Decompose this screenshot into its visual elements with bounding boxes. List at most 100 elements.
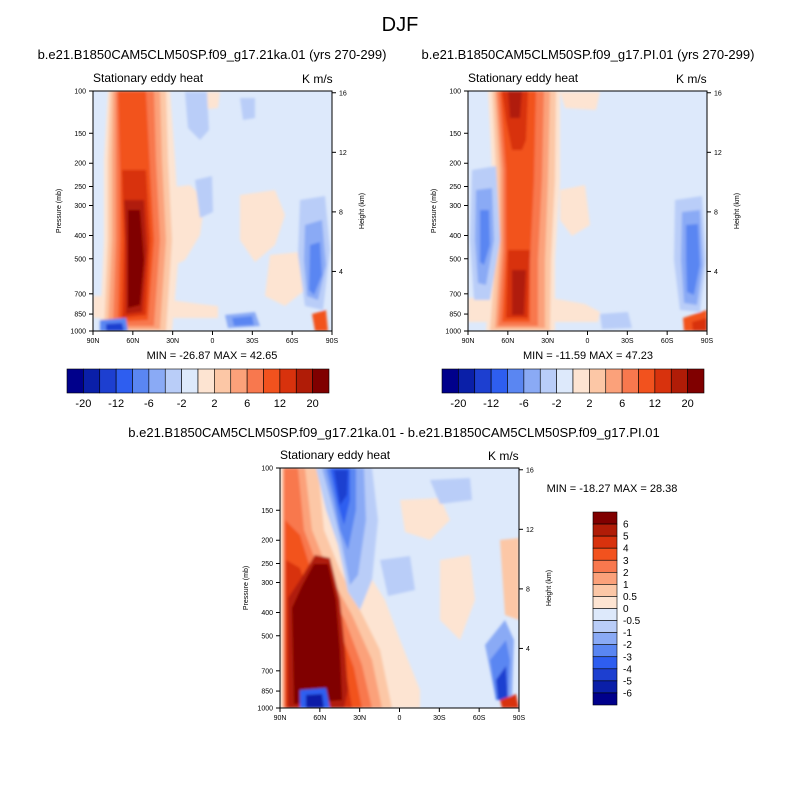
- colorbar-label: 12: [649, 398, 661, 410]
- y-tick-label: 250: [261, 561, 273, 568]
- y-tick-label: 700: [261, 668, 273, 675]
- panel-left-label: Stationary eddy heat: [93, 71, 204, 85]
- colorbar-label: -2: [177, 398, 187, 410]
- y2-axis-label: Height (km): [546, 570, 553, 606]
- y-tick-label: 150: [74, 131, 86, 138]
- y2-tick-label: 8: [714, 209, 718, 216]
- y-tick-label: 250: [449, 184, 461, 191]
- y-tick-label: 1000: [70, 329, 86, 336]
- y2-tick-label: 12: [714, 150, 722, 157]
- colorbar-box: [115, 368, 133, 394]
- x-tick-label: 30N: [166, 338, 179, 345]
- x-tick-label: 60N: [313, 715, 326, 722]
- colorbar-box: [687, 368, 705, 394]
- colorbar-label: -6: [519, 398, 529, 410]
- panel-1: b.e21.B1850CAM5CLM50SP.f09_g17.21ka.01 (…: [38, 47, 387, 410]
- colorbar-label: -3: [623, 652, 632, 663]
- y2-tick-label: 16: [526, 467, 534, 474]
- colorbar-box: [83, 368, 101, 394]
- colorbar-box: [246, 368, 264, 394]
- contour-field: [280, 468, 519, 708]
- y-tick-label: 200: [261, 538, 273, 545]
- colorbar-box: [230, 368, 248, 394]
- colorbar-label: -20: [75, 398, 91, 410]
- colorbar-label: 2: [586, 398, 592, 410]
- colorbar-label: -12: [483, 398, 499, 410]
- y2-tick-label: 4: [526, 646, 530, 653]
- colorbar-box: [592, 680, 618, 694]
- y2-tick-label: 16: [714, 90, 722, 97]
- y2-tick-label: 4: [339, 269, 343, 276]
- colorbar-box: [164, 368, 182, 394]
- colorbar-box: [312, 368, 330, 394]
- colorbar-box: [474, 368, 492, 394]
- panel-title: b.e21.B1850CAM5CLM50SP.f09_g17.PI.01 (yr…: [422, 47, 755, 62]
- colorbar-label: -5: [623, 676, 632, 687]
- y2-axis-label: Height (km): [359, 193, 366, 229]
- colorbar-label: 2: [211, 398, 217, 410]
- contour-field: [93, 91, 332, 331]
- min-max-readout: MIN = -18.27 MAX = 28.38: [547, 483, 678, 495]
- y-tick-label: 300: [449, 203, 461, 210]
- panel-2: b.e21.B1850CAM5CLM50SP.f09_g17.PI.01 (yr…: [422, 47, 755, 410]
- colorbar-box: [99, 368, 117, 394]
- y2-tick-label: 12: [526, 527, 534, 534]
- x-tick-label: 0: [398, 715, 402, 722]
- colorbar-label: 6: [619, 398, 625, 410]
- panel-3: b.e21.B1850CAM5CLM50SP.f09_g17.21ka.01 -…: [128, 425, 677, 722]
- x-tick-label: 90N: [87, 338, 100, 345]
- colorbar-label: -1: [623, 628, 632, 639]
- x-tick-label: 0: [211, 338, 215, 345]
- colorbar-box: [621, 368, 639, 394]
- y-tick-label: 700: [449, 291, 461, 298]
- colorbar-box: [592, 608, 618, 621]
- y-tick-label: 100: [74, 89, 86, 96]
- x-tick-label: 90S: [326, 338, 339, 345]
- colorbar-box: [592, 656, 618, 670]
- colorbar-box: [654, 368, 672, 394]
- y2-tick-label: 16: [339, 90, 347, 97]
- colorbar-box: [592, 692, 618, 706]
- y-tick-label: 850: [261, 689, 273, 696]
- x-tick-label: 60N: [126, 338, 139, 345]
- colorbar-box: [592, 620, 618, 633]
- colorbar-label: 3: [623, 556, 629, 567]
- colorbar-label: -20: [450, 398, 466, 410]
- colorbar-box: [592, 572, 618, 585]
- y-tick-label: 400: [261, 610, 273, 617]
- colorbar-box: [295, 368, 313, 394]
- y-tick-label: 1000: [445, 329, 461, 336]
- colorbar-label: -0.5: [623, 616, 641, 627]
- colorbar-label: -2: [623, 640, 632, 651]
- colorbar-label: -6: [144, 398, 154, 410]
- colorbar-label: 1: [623, 580, 629, 591]
- colorbar-box: [263, 368, 281, 394]
- x-tick-label: 30S: [621, 338, 634, 345]
- y-tick-label: 200: [74, 161, 86, 168]
- x-tick-label: 30N: [353, 715, 366, 722]
- y-tick-label: 500: [261, 633, 273, 640]
- colorbar-label: 6: [623, 520, 629, 531]
- colorbar-box: [592, 596, 618, 609]
- x-tick-label: 0: [586, 338, 590, 345]
- colorbar-box: [638, 368, 656, 394]
- y-tick-label: 200: [449, 161, 461, 168]
- page-title: DJF: [382, 14, 419, 36]
- colorbar-box: [592, 559, 618, 573]
- y-tick-label: 100: [449, 89, 461, 96]
- colorbar-box: [556, 368, 574, 394]
- panel-units-label: K m/s: [488, 449, 519, 463]
- colorbar-box: [279, 368, 297, 394]
- y-tick-label: 850: [449, 312, 461, 319]
- colorbar-box: [523, 368, 541, 394]
- y-tick-label: 400: [449, 233, 461, 240]
- y2-axis-label: Height (km): [734, 193, 741, 229]
- y-tick-label: 150: [449, 131, 461, 138]
- y-tick-label: 500: [449, 256, 461, 263]
- colorbar-box: [592, 632, 618, 645]
- x-tick-label: 90S: [701, 338, 714, 345]
- panel-units-label: K m/s: [302, 72, 333, 86]
- y-tick-label: 850: [74, 312, 86, 319]
